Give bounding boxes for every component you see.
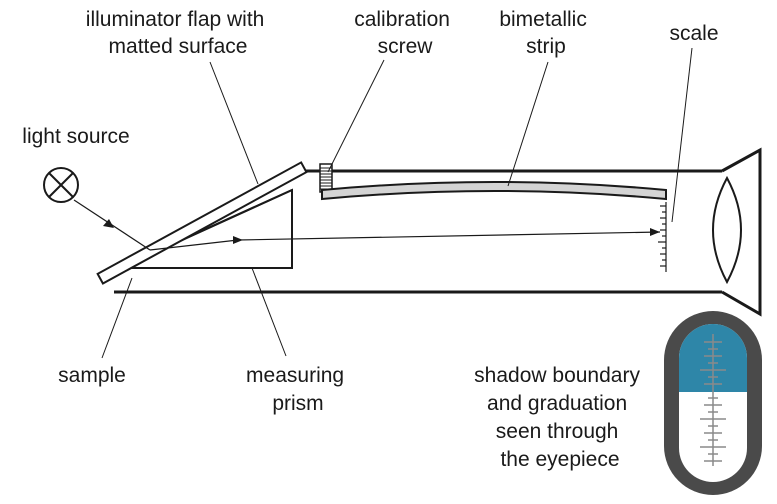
label-bimetallic-strip: bimetallic strip [499, 8, 592, 58]
label-illuminator-flap: illuminator flap with matted surface [86, 8, 270, 58]
scale-graduation [658, 202, 667, 272]
label-measuring-prism: measuring prism [246, 364, 350, 415]
label-calibration-screw: calibration screw [354, 8, 456, 58]
label-scale: scale [669, 22, 718, 45]
ray-arrowhead [103, 219, 114, 228]
eyepiece-lens-icon [712, 175, 742, 285]
leader-lines [101, 47, 693, 359]
eyepiece-scale-marks [700, 334, 726, 466]
bimetallic-strip [321, 181, 667, 201]
label-light-source: light source [22, 125, 129, 148]
label-eyepiece-view: shadow boundary and graduation seen thro… [474, 364, 646, 471]
ray-arrowhead [650, 228, 660, 236]
ray-arrowhead [233, 236, 243, 244]
illuminator-flap [96, 161, 308, 285]
labels: illuminator flap with matted surface cal… [22, 8, 718, 471]
refractometer-tube [114, 147, 762, 317]
label-sample: sample [58, 364, 126, 387]
light-source-icon [43, 167, 79, 203]
eyepiece-view [664, 311, 762, 495]
